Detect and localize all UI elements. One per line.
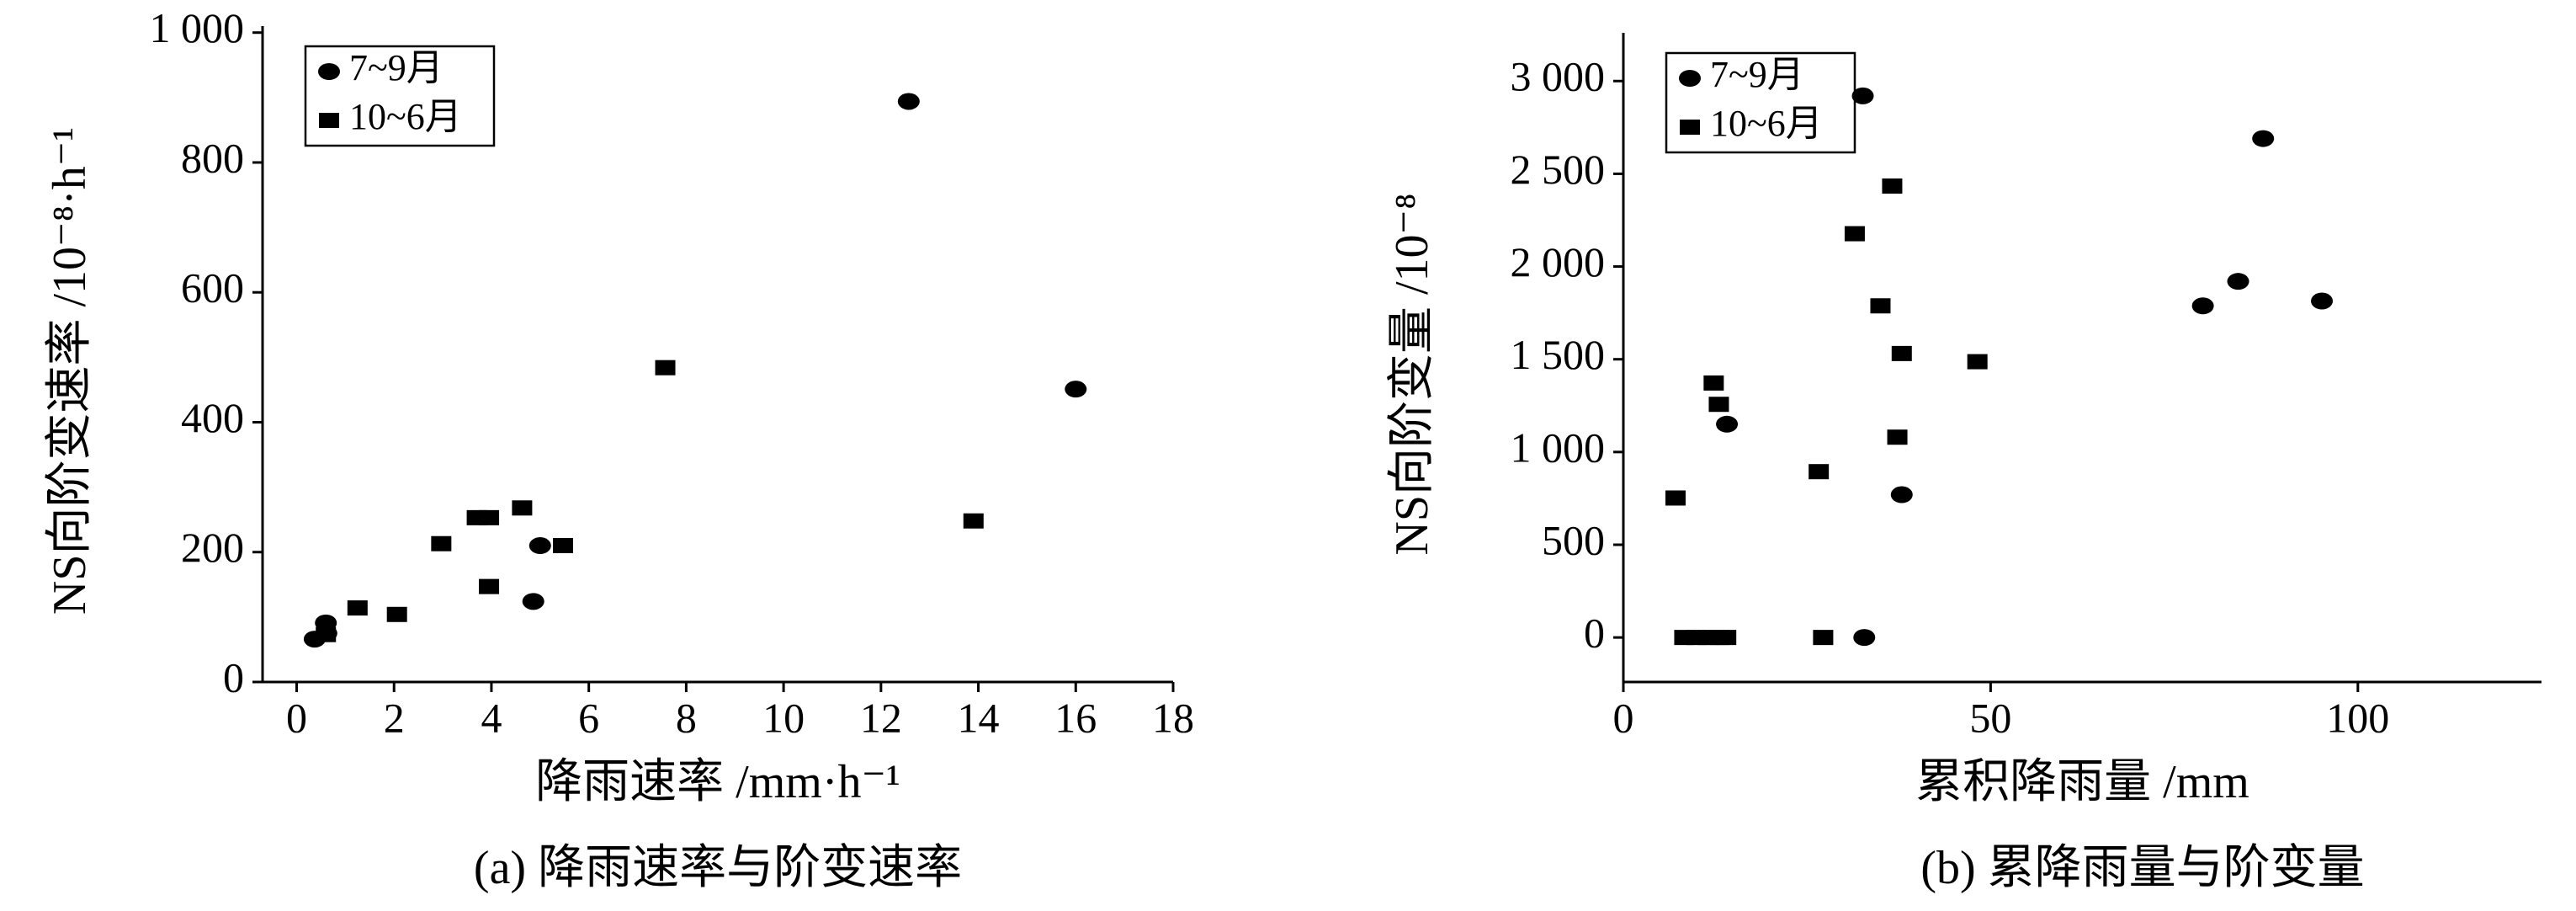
point <box>1809 464 1830 480</box>
point <box>655 360 676 376</box>
x-tick-label: 6 <box>578 694 599 741</box>
point <box>347 600 368 616</box>
x-tick-label: 0 <box>1613 694 1634 741</box>
point <box>1665 490 1686 506</box>
y-tick-label: 200 <box>181 524 244 571</box>
y-tick-label: 1 500 <box>1511 331 1606 378</box>
point <box>1851 87 1874 104</box>
point <box>1853 629 1876 647</box>
x-tick-label: 10 <box>762 694 805 741</box>
x-tick-label: 16 <box>1054 694 1097 741</box>
point <box>2252 130 2275 147</box>
point <box>963 513 984 529</box>
point <box>1882 178 1903 194</box>
y-tick-label: 1 000 <box>150 4 245 51</box>
x-tick-label: 18 <box>1152 694 1194 741</box>
y-tick-label: 600 <box>181 264 244 312</box>
x-axis-title: 累积降雨量 /mm <box>1915 756 2249 808</box>
point <box>479 509 500 525</box>
point <box>522 593 544 610</box>
caption: (a) 降雨速率与阶变速率 <box>474 842 962 894</box>
point <box>1870 298 1891 314</box>
y-tick-label: 0 <box>223 653 244 701</box>
point <box>1716 630 1737 646</box>
legend-label: 10~6月 <box>349 96 462 137</box>
point <box>1708 397 1729 413</box>
point <box>479 578 500 594</box>
legend-marker <box>1679 70 1701 87</box>
point <box>1887 429 1908 445</box>
x-tick-label: 4 <box>481 694 502 741</box>
x-axis-title: 降雨速率 /mm·h⁻¹ <box>535 756 900 808</box>
x-tick-label: 50 <box>1969 694 2011 741</box>
x-tick-label: 2 <box>384 694 405 741</box>
point <box>1716 415 1739 433</box>
point <box>1967 354 1988 370</box>
x-tick-label: 0 <box>286 694 307 741</box>
x-tick-label: 14 <box>958 694 1000 741</box>
y-tick-label: 2 500 <box>1511 146 1606 193</box>
point <box>316 626 337 642</box>
y-tick-label: 500 <box>1542 516 1605 563</box>
y-tick-label: 3 000 <box>1511 53 1606 100</box>
point <box>528 537 551 555</box>
point <box>2311 292 2334 310</box>
y-tick-label: 2 000 <box>1511 238 1606 285</box>
point <box>431 535 452 551</box>
x-tick-label: 8 <box>676 694 697 741</box>
y-tick-label: 400 <box>181 394 244 441</box>
x-tick-label: 100 <box>2326 694 2389 741</box>
y-tick-label: 0 <box>1584 610 1605 657</box>
point <box>897 93 920 110</box>
point <box>386 606 407 622</box>
legend-box <box>1665 51 1856 154</box>
point <box>1703 375 1724 391</box>
point <box>553 538 574 554</box>
legend-label: 7~9月 <box>1710 54 1804 95</box>
legend-marker <box>318 63 340 80</box>
y-axis-title: NS向阶变量 /10⁻⁸ <box>1386 193 1438 555</box>
point <box>1891 345 1912 361</box>
point <box>2227 273 2249 290</box>
point <box>2191 297 2214 315</box>
legend-marker <box>1680 120 1700 135</box>
point <box>1813 630 1834 646</box>
legend-label: 10~6月 <box>1710 103 1823 144</box>
point <box>1065 381 1087 398</box>
legend-marker <box>319 113 339 128</box>
legend-box <box>304 45 496 147</box>
point <box>1890 486 1913 503</box>
x-tick-label: 12 <box>860 694 902 741</box>
legend-label: 7~9月 <box>349 47 443 88</box>
point <box>1844 226 1865 242</box>
y-tick-label: 800 <box>181 134 244 181</box>
point <box>512 500 533 516</box>
y-tick-label: 1 000 <box>1511 424 1606 471</box>
y-axis-title: NS向阶变速率 /10⁻⁸·h⁻¹ <box>44 127 96 615</box>
caption: (b) 累降雨量与阶变量 <box>1920 842 2364 894</box>
